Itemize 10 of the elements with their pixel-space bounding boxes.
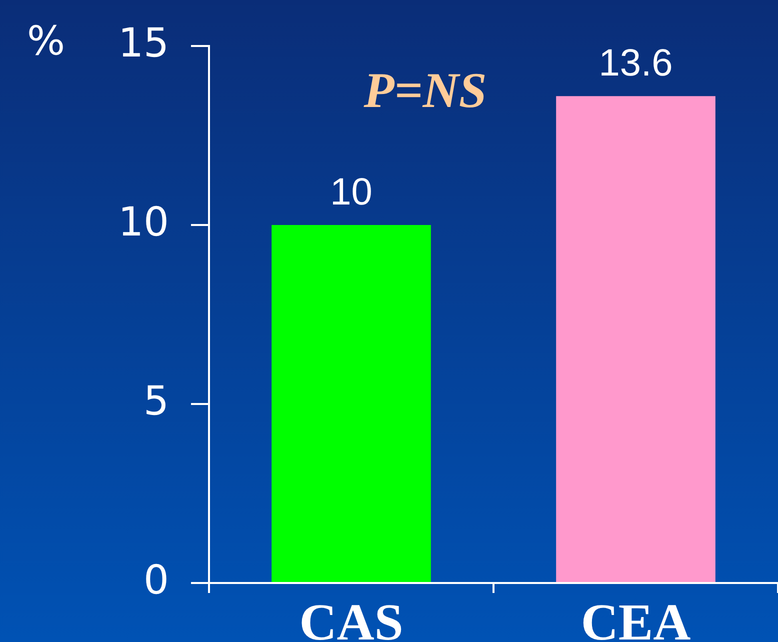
x-tick-label: CEA xyxy=(580,594,692,642)
y-tick-label: 15 xyxy=(118,20,169,66)
y-tick-label: 0 xyxy=(144,557,169,604)
x-tick-label: CAS xyxy=(299,594,404,642)
annotation: P=NS xyxy=(362,62,487,118)
data-label: 13.6 xyxy=(598,42,673,85)
data-label: 10 xyxy=(330,171,372,214)
y-tick-label: 10 xyxy=(118,199,169,246)
y-tick-label: 5 xyxy=(144,378,169,424)
y-axis-title: % xyxy=(26,18,66,64)
